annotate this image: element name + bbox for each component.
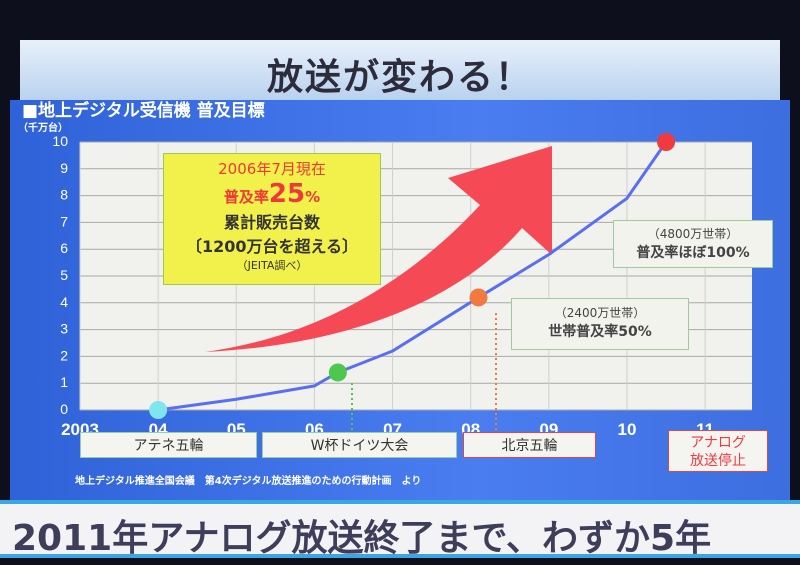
series-line	[157, 141, 668, 412]
callout-50-households: （2400万世帯）	[554, 306, 646, 320]
y-tick-label: 9	[60, 160, 68, 176]
y-tick-label: 2	[60, 347, 68, 363]
growth-arrow	[205, 146, 552, 352]
y-tick-label: 5	[60, 267, 68, 283]
data-marker	[328, 363, 347, 382]
slide-title: 放送が変わる！	[266, 57, 533, 98]
event-athens: アテネ五輪	[80, 432, 257, 458]
analog-stop-line1: アナログ	[690, 435, 746, 451]
event-worldcup: W杯ドイツ大会	[262, 432, 457, 458]
source-note: 地上デジタル推進全国会議 第4次デジタル放送推進のための行動計画 より	[75, 476, 422, 487]
y-tick-label: 7	[60, 213, 68, 229]
y-tick-label: 4	[60, 294, 68, 310]
event-beijing: 北京五輪	[463, 432, 596, 458]
rate-unit: %	[305, 188, 321, 206]
bottom-banner: 2011年アナログ放送終了まで、わずか5年	[0, 500, 800, 559]
x-tick-label: 10	[618, 420, 637, 439]
callout-100-households: （4800万世帯）	[647, 227, 739, 241]
y-tick-label: 8	[60, 187, 68, 203]
status-date: 2006年7月現在	[218, 160, 326, 178]
title-bar: 放送が変わる！	[20, 40, 780, 100]
y-tick-label: 10	[52, 133, 68, 149]
y-unit-label: （千万台）	[18, 123, 68, 134]
source-jeita: （JEITA調べ）	[236, 259, 308, 272]
event-analog-stop: アナログ 放送停止	[668, 430, 768, 472]
analog-stop-line2: 放送停止	[690, 453, 746, 469]
callout-50-rate: 世帯普及率50%	[548, 324, 652, 340]
chart-subtitle: ■地上デジタル受信機 普及目標	[22, 101, 265, 121]
sales-label: 累計販売台数	[223, 213, 320, 232]
sales-value: 〔1200万台を超える〕	[185, 237, 359, 256]
rate-value: 25	[268, 179, 306, 209]
y-tick-label: 1	[60, 374, 68, 390]
status-box-2006: 2006年7月現在 普及率25% 累計販売台数 〔1200万台を超える〕 （JE…	[163, 153, 381, 285]
callout-100-rate: 普及率ほぼ100%	[636, 245, 750, 261]
callout-100-percent: （4800万世帯） 普及率ほぼ100%	[613, 220, 773, 268]
rate-label: 普及率	[223, 188, 269, 206]
data-marker	[149, 401, 168, 419]
y-tick-label: 0	[60, 401, 68, 417]
data-marker	[657, 133, 676, 151]
y-tick-label: 6	[60, 240, 68, 256]
y-tick-label: 3	[60, 321, 68, 337]
callout-50-percent: （2400万世帯） 世帯普及率50%	[511, 298, 689, 350]
data-marker	[469, 288, 488, 307]
banner-text: 2011年アナログ放送終了まで、わずか5年	[12, 518, 712, 559]
